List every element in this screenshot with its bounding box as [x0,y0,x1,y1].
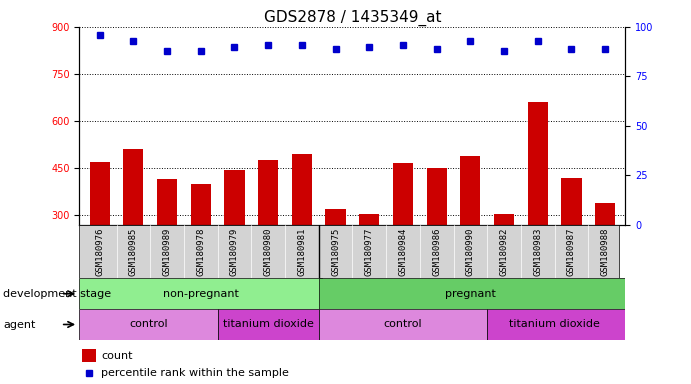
Bar [258,160,278,310]
Bar [561,177,582,310]
Bar [90,162,110,310]
Bar [460,156,480,310]
Bar [487,309,645,340]
Text: GSM180976: GSM180976 [95,227,104,276]
Text: GSM180975: GSM180975 [331,227,340,276]
Text: non-pregnant: non-pregnant [163,289,238,299]
Text: GSM180985: GSM180985 [129,227,138,276]
Bar [359,214,379,310]
Bar [426,168,447,310]
Text: development stage: development stage [3,289,111,299]
Text: pregnant: pregnant [445,289,495,299]
Bar [393,164,413,310]
Text: GSM180989: GSM180989 [162,227,171,276]
Bar [325,209,346,310]
Text: GSM180981: GSM180981 [297,227,306,276]
Text: GSM180984: GSM180984 [399,227,408,276]
Bar [319,278,645,309]
Bar [528,102,548,310]
Bar [123,149,144,310]
Text: GSM180978: GSM180978 [196,227,205,276]
Text: control: control [129,319,168,329]
Text: GSM180990: GSM180990 [466,227,475,276]
Text: control: control [384,319,422,329]
Bar [292,154,312,310]
Text: titanium dioxide: titanium dioxide [509,319,600,329]
Text: GSM180987: GSM180987 [567,227,576,276]
Text: count: count [102,351,133,361]
Text: GSM180982: GSM180982 [500,227,509,276]
Bar [82,349,96,362]
Bar [157,179,177,310]
Text: agent: agent [3,320,36,330]
Text: GSM180986: GSM180986 [432,227,441,276]
Bar [79,278,322,309]
Bar [218,309,319,340]
Bar [494,214,514,310]
Bar [225,170,245,310]
Text: GSM180977: GSM180977 [365,227,374,276]
Bar [191,184,211,310]
Bar [79,309,218,340]
Text: percentile rank within the sample: percentile rank within the sample [102,368,289,378]
Bar [595,203,615,310]
Text: GSM180980: GSM180980 [264,227,273,276]
Bar [319,309,487,340]
Title: GDS2878 / 1435349_at: GDS2878 / 1435349_at [264,9,441,25]
Text: GSM180988: GSM180988 [600,227,609,276]
Text: GSM180979: GSM180979 [230,227,239,276]
Text: titanium dioxide: titanium dioxide [223,319,314,329]
Text: GSM180983: GSM180983 [533,227,542,276]
